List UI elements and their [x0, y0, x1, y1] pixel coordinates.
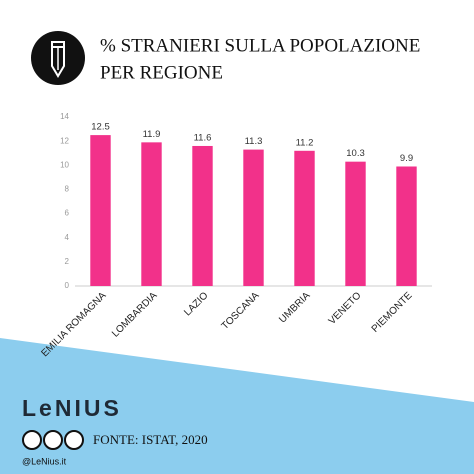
y-tick-label: 0 — [65, 281, 70, 290]
background-band — [0, 338, 474, 474]
y-tick-label: 2 — [65, 257, 70, 266]
x-tick-label: PIEMONTE — [370, 290, 415, 335]
value-label: 11.6 — [194, 132, 212, 143]
y-tick-label: 6 — [65, 209, 70, 218]
y-tick-label: 12 — [60, 136, 69, 145]
handle: @LeNius.it — [22, 456, 67, 466]
value-label: 11.9 — [143, 129, 161, 140]
value-label: 11.3 — [245, 136, 263, 147]
y-tick-label: 8 — [65, 185, 70, 194]
logo: LeNIUS — [22, 395, 122, 421]
value-label: 12.5 — [91, 122, 110, 133]
chart-title: % STRANIERI SULLA POPOLAZIONE — [100, 35, 420, 56]
x-tick-label: TOSCANA — [220, 290, 262, 332]
bar — [345, 161, 366, 286]
y-tick-label: 4 — [65, 233, 70, 242]
source: FONTE: ISTAT, 2020 — [93, 432, 208, 447]
value-label: 11.2 — [296, 137, 314, 148]
y-tick-label: 10 — [60, 160, 69, 169]
bar — [294, 150, 315, 286]
value-label: 9.9 — [400, 153, 413, 164]
x-tick-label: LOMBARDIA — [110, 290, 160, 340]
x-tick-label: LAZIO — [182, 290, 210, 318]
cc-icons — [22, 430, 84, 450]
x-tick-label: UMBRIA — [277, 290, 313, 326]
pencil-icon — [31, 31, 85, 85]
x-tick-label: VENETO — [327, 290, 364, 327]
y-tick-label: 14 — [60, 112, 69, 121]
bar — [90, 135, 111, 286]
chart-title: PER REGIONE — [100, 62, 223, 83]
bar — [243, 149, 264, 286]
value-label: 10.3 — [346, 148, 365, 159]
bar — [192, 145, 213, 286]
bar — [396, 166, 417, 286]
bar — [141, 142, 162, 286]
